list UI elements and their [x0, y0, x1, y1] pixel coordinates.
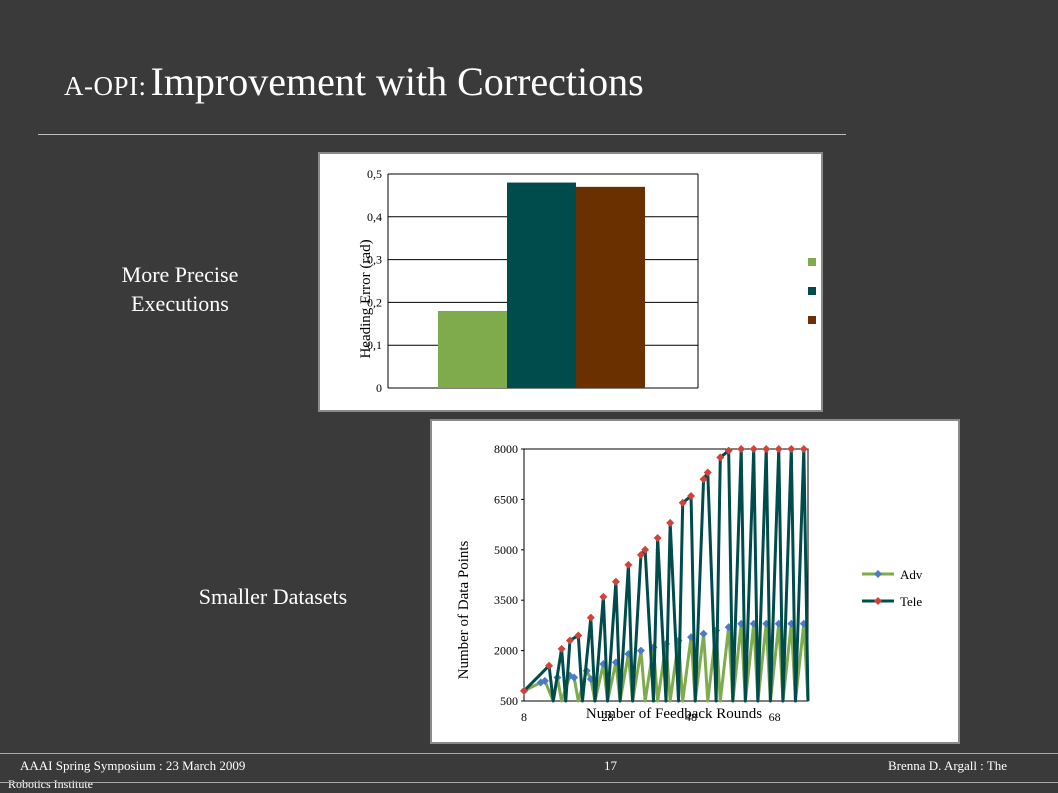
- line-x-tick-label: 68: [769, 710, 781, 724]
- line-point-tele: [586, 613, 595, 622]
- line-x-axis-title: Number of Feedback Rounds: [586, 706, 762, 722]
- bar-legend-swatch-adv: [808, 258, 816, 266]
- bar-y-tick-label: 0,3: [367, 253, 382, 267]
- line-y-tick-label: 2000: [494, 644, 518, 658]
- line-point-tele: [703, 468, 712, 477]
- line-legend-label-adv: Adv: [900, 567, 923, 582]
- line-chart-panel: 500 2000 3500 5000 6500 8000 8 28 48 68 Number of …: [430, 419, 960, 744]
- bar-tele: [507, 182, 576, 388]
- line-point-tele: [716, 453, 725, 462]
- line-y-tick-label: 8000: [494, 442, 518, 456]
- line-point-tele: [557, 644, 566, 653]
- line-y-tick-label: 6500: [494, 492, 518, 506]
- line-point-adv: [699, 629, 708, 638]
- caption-precise-executions: More Precise Executions: [96, 260, 264, 318]
- bar-y-tick-label: 0,5: [367, 167, 382, 181]
- line-point-tele: [545, 661, 554, 670]
- bar-legend-swatch-base: [808, 316, 816, 324]
- footer-page-number: 17: [604, 758, 617, 773]
- line-legend-marker-adv: [874, 570, 882, 578]
- line-point-tele: [737, 445, 746, 453]
- line-point-tele: [799, 445, 808, 453]
- line-point-tele: [574, 631, 583, 640]
- line-x-tick-label: 48: [685, 710, 697, 724]
- line-point-tele: [599, 592, 608, 601]
- slide-title: A-OPI: Improvement with Corrections: [64, 58, 644, 105]
- bar-y-tick-label: 0: [376, 381, 382, 395]
- bar-y-tick-label: 0,2: [367, 295, 382, 309]
- slide-title-prefix: A-OPI:: [64, 71, 147, 101]
- footer-left: AAAI Spring Symposium : 23 March 2009: [20, 758, 246, 773]
- line-point-adv: [570, 673, 579, 682]
- caption-smaller-datasets: Smaller Datasets: [198, 584, 348, 609]
- bar-y-axis-title: Heading Error (rad): [358, 239, 374, 358]
- line-point-adv: [636, 646, 645, 655]
- footer-right: Brenna D. Argall : The: [888, 758, 1008, 773]
- line-point-tele: [678, 498, 687, 507]
- line-point-tele: [666, 518, 675, 527]
- footer-right-continued: Robotics Institute: [8, 777, 93, 791]
- footer-divider-top: [0, 753, 1058, 754]
- line-point-tele: [724, 446, 733, 455]
- caption-top-line2: Executions: [131, 291, 229, 316]
- line-point-tele: [520, 686, 528, 695]
- bar-y-tick-label: 0,1: [367, 338, 382, 352]
- line-point-tele: [687, 492, 696, 501]
- line-point-tele: [749, 445, 758, 453]
- line-point-adv: [540, 676, 549, 685]
- line-point-tele: [636, 550, 645, 559]
- slide-title-main: Improvement with Corrections: [150, 59, 644, 104]
- line-point-tele: [611, 577, 620, 586]
- line-point-tele: [774, 445, 783, 453]
- line-point-tele: [624, 560, 633, 569]
- line-point-tele: [565, 636, 574, 645]
- line-y-axis-title: Number of Data Points: [456, 540, 472, 679]
- bar-y-tick-label: 0,4: [367, 210, 382, 224]
- line-chart: 500 2000 3500 5000 6500 8000 8 28 48 68 Number of …: [456, 442, 923, 724]
- line-legend-label-tele: Tele: [900, 594, 922, 609]
- line-legend-marker-tele: [874, 597, 882, 605]
- line-y-tick-label: 500: [500, 694, 518, 708]
- bar-base: [576, 186, 645, 388]
- line-y-tick-label: 3500: [494, 593, 518, 607]
- line-point-tele: [762, 445, 771, 453]
- line-series-tele: [522, 447, 810, 703]
- line-point-tele: [787, 445, 796, 453]
- line-x-tick-label: 28: [602, 710, 614, 724]
- line-point-tele: [641, 545, 650, 554]
- line-x-tick-label: 8: [521, 710, 527, 724]
- footer-divider-bottom: [0, 782, 1058, 783]
- line-point-tele: [699, 475, 708, 484]
- bar-adv: [438, 310, 507, 388]
- title-divider: [38, 134, 846, 135]
- line-y-tick-label: 5000: [494, 543, 518, 557]
- bar-legend-swatch-tele: [808, 287, 816, 295]
- line-point-tele: [653, 534, 662, 543]
- line-point-adv: [724, 623, 733, 632]
- caption-top-line1: More Precise: [121, 262, 239, 287]
